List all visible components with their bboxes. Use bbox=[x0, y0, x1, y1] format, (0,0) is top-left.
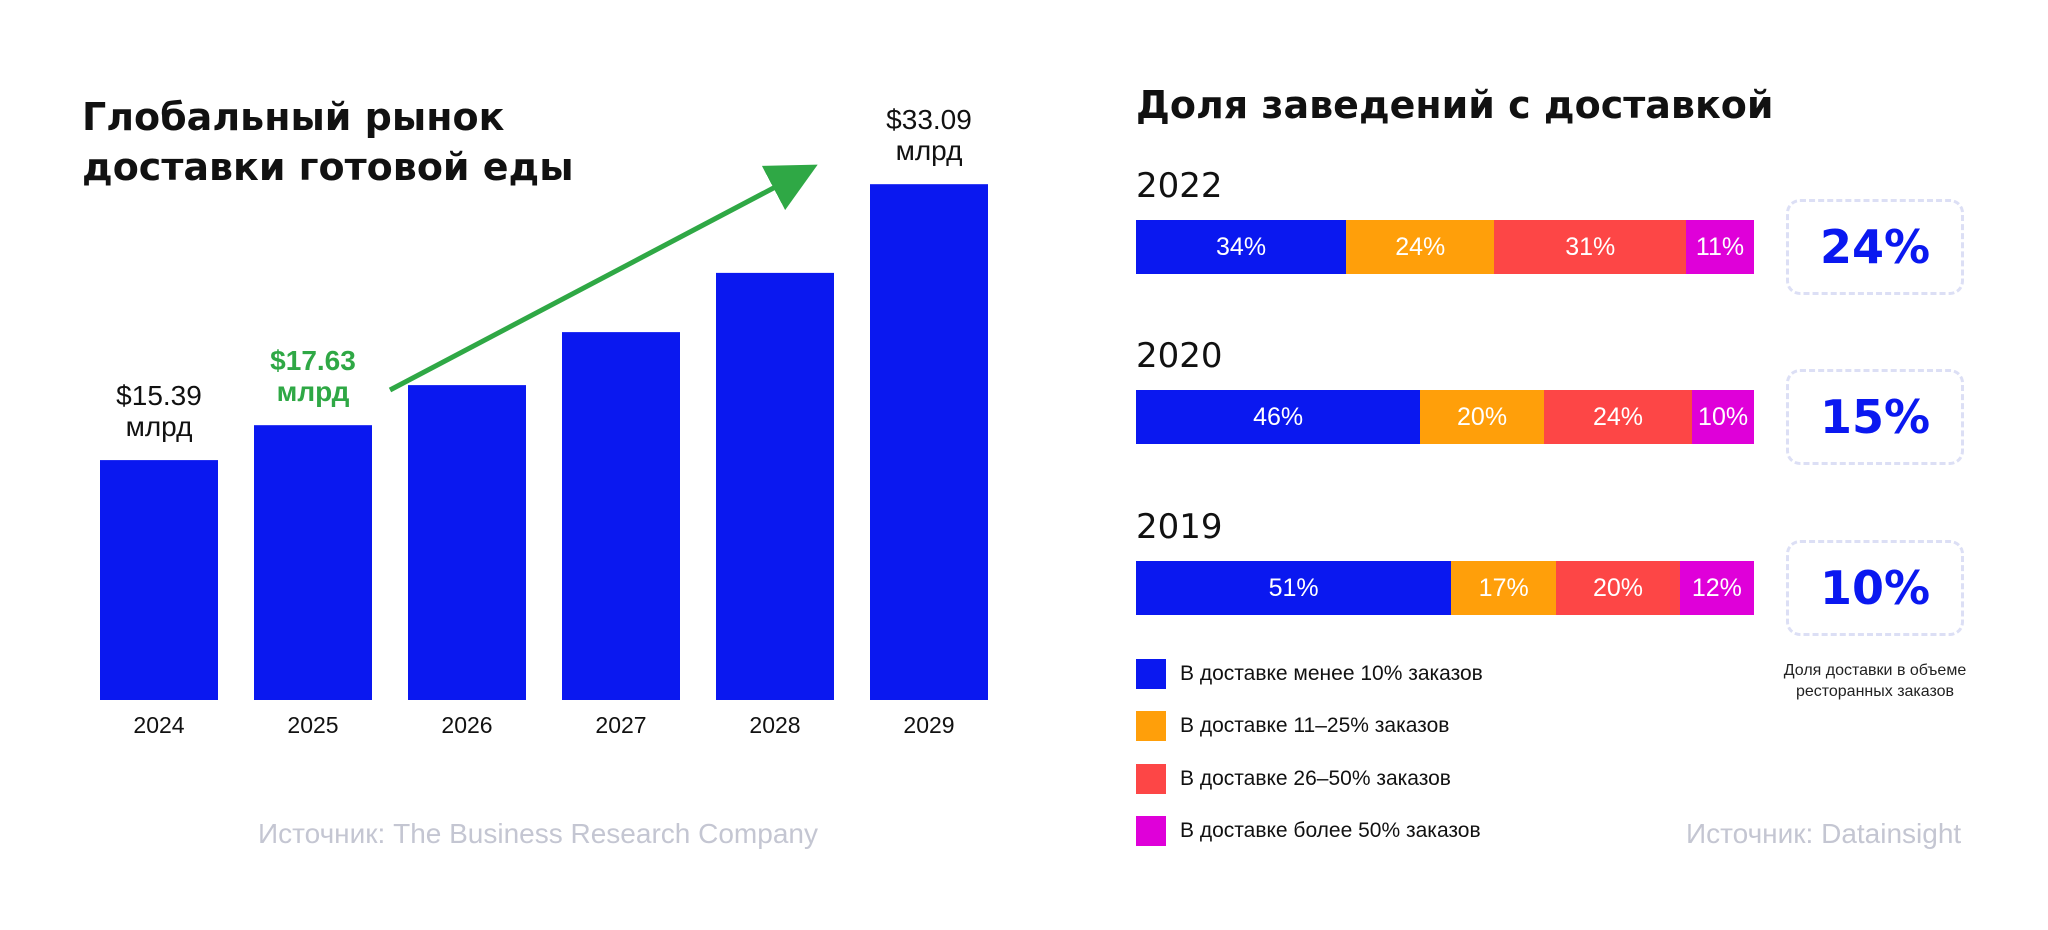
data-label-unit: млрд bbox=[276, 376, 350, 408]
x-tick-2024: 2024 bbox=[133, 712, 185, 738]
legend-label: В доставке 26–50% заказов bbox=[1180, 767, 1451, 790]
stacked-bar-2022: 34% 24% 31% 11% bbox=[1136, 220, 1754, 274]
segment-2019-4: 12% bbox=[1679, 561, 1754, 615]
segment-2022-2: 24% bbox=[1346, 220, 1495, 274]
bar-2025 bbox=[254, 425, 372, 700]
right-chart-title: Доля заведений с доставкой bbox=[1136, 83, 1774, 127]
x-tick-2028: 2028 bbox=[749, 712, 801, 738]
stacked-bar-2019: 51% 17% 20% 12% bbox=[1136, 561, 1754, 615]
data-label-unit: млрд bbox=[125, 411, 193, 443]
stacked-bar-2020: 46% 20% 24% 10% bbox=[1136, 390, 1754, 444]
legend-swatch bbox=[1136, 764, 1166, 794]
legend-swatch bbox=[1136, 659, 1166, 689]
data-label-2024: $15.39 млрд bbox=[59, 380, 259, 442]
right-source: Источник: Datainsight bbox=[1686, 818, 1962, 849]
legend-item: В доставке 11–25% заказов bbox=[1136, 711, 1449, 741]
segment-2022-4: 11% bbox=[1686, 220, 1754, 274]
x-tick-2025: 2025 bbox=[287, 712, 339, 738]
bar-2026 bbox=[408, 385, 526, 700]
year-label-2022: 2022 bbox=[1136, 166, 1223, 206]
market-bar-chart bbox=[100, 164, 988, 700]
segment-2020-3: 24% bbox=[1543, 390, 1693, 444]
segment-2020-1: 46% bbox=[1136, 390, 1421, 444]
data-label-2025: $17.63 млрд bbox=[213, 345, 413, 407]
left-source: Источник: The Business Research Company bbox=[258, 818, 818, 849]
data-label-value: $15.39 bbox=[116, 380, 202, 412]
segment-2022-1: 34% bbox=[1136, 220, 1347, 274]
legend-item: В доставке менее 10% заказов bbox=[1136, 659, 1483, 689]
year-label-2020: 2020 bbox=[1136, 336, 1223, 376]
data-label-value: $33.09 bbox=[886, 104, 972, 136]
bar-2024 bbox=[100, 460, 218, 700]
legend-label: В доставке менее 10% заказов bbox=[1180, 662, 1483, 685]
segment-2019-2: 17% bbox=[1451, 561, 1557, 615]
legend-item: В доставке 26–50% заказов bbox=[1136, 764, 1451, 794]
data-label-2029: $33.09 млрд bbox=[829, 104, 1029, 166]
x-tick-2027: 2027 bbox=[595, 712, 647, 738]
delivery-share-2020: 15% bbox=[1786, 369, 1964, 465]
legend-label: В доставке более 50% заказов bbox=[1180, 819, 1481, 842]
delivery-share-2022: 24% bbox=[1786, 199, 1964, 295]
bar-2027 bbox=[562, 332, 680, 700]
segment-2019-1: 51% bbox=[1136, 561, 1452, 615]
bar-2028 bbox=[716, 272, 834, 700]
x-tick-2029: 2029 bbox=[903, 712, 955, 738]
bar-2029 bbox=[870, 184, 988, 700]
delivery-share-note: Доля доставки в объеме ресторанных заказ… bbox=[1783, 662, 1967, 700]
segment-2019-3: 20% bbox=[1556, 561, 1680, 615]
year-label-2019: 2019 bbox=[1136, 507, 1223, 547]
data-label-value: $17.63 bbox=[270, 345, 356, 377]
segment-2020-4: 10% bbox=[1692, 390, 1754, 444]
left-chart-title: Глобальный рынок доставки готовой еды bbox=[82, 95, 574, 189]
legend-swatch bbox=[1136, 711, 1166, 741]
legend-swatch bbox=[1136, 816, 1166, 846]
data-label-unit: млрд bbox=[895, 135, 963, 167]
segment-2022-3: 31% bbox=[1494, 220, 1686, 274]
legend-item: В доставке более 50% заказов bbox=[1136, 816, 1481, 846]
delivery-share-2019: 10% bbox=[1786, 540, 1964, 636]
trend-arrow bbox=[388, 164, 818, 393]
legend-label: В доставке 11–25% заказов bbox=[1180, 714, 1450, 737]
segment-2020-2: 20% bbox=[1420, 390, 1544, 444]
x-tick-2026: 2026 bbox=[441, 712, 493, 738]
